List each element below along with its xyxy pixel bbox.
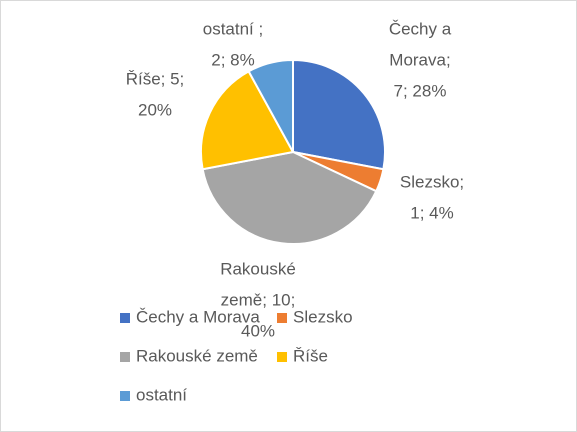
- pie-slice: [200, 70, 295, 171]
- data-label: 20%: [138, 100, 172, 119]
- pie-slice: [292, 58, 386, 171]
- legend-label: ostatní: [136, 385, 187, 404]
- data-label: 40%: [241, 321, 275, 340]
- legend-label: Rakouské země: [136, 346, 258, 365]
- legend-label: Slezsko: [293, 307, 353, 326]
- data-label: Slezsko;: [400, 172, 464, 191]
- data-label: 2; 8%: [211, 50, 254, 69]
- data-label: Říše; 5;: [126, 69, 185, 88]
- data-label: Čechy a: [389, 19, 452, 38]
- data-label: země; 10;: [221, 290, 296, 309]
- legend-label: Čechy a Morava: [136, 307, 260, 326]
- data-label: Morava;: [389, 50, 450, 69]
- data-label: Rakouské: [220, 259, 296, 278]
- legend-swatch: [120, 313, 130, 323]
- data-label: ostatní ;: [203, 19, 263, 38]
- pie-slice: [201, 150, 378, 245]
- legend-swatch: [277, 352, 287, 362]
- legend-swatch: [120, 391, 130, 401]
- legend-swatch: [277, 313, 287, 323]
- pie-slice: [247, 58, 294, 153]
- data-label: 7; 28%: [394, 81, 447, 100]
- data-label: 1; 4%: [410, 203, 453, 222]
- legend-label: Říše: [293, 346, 328, 365]
- legend-swatch: [120, 352, 130, 362]
